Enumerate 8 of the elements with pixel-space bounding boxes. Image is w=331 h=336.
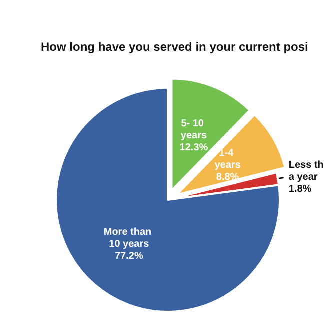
data-label: 8.8% [216, 172, 240, 184]
slice-label: More than 10 years [104, 226, 154, 250]
data-label: 77.2% [114, 250, 144, 262]
slice-label: 5- 10 years [180, 118, 208, 142]
slice-label: Less th a year [288, 160, 327, 184]
data-label: 12.3% [180, 142, 208, 154]
data-label: 1.8% [288, 184, 312, 196]
chart-title: How long have you served in your current posi [41, 40, 308, 54]
